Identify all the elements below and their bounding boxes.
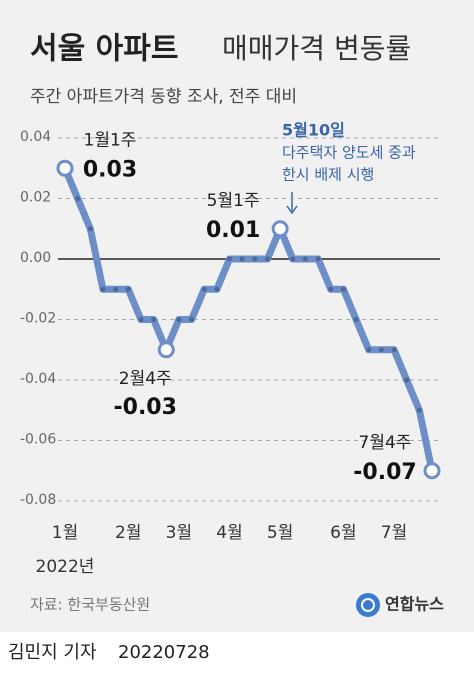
- x-axis-label: 2022년: [36, 557, 95, 577]
- value-label: -0.03: [114, 395, 177, 420]
- value-label: 0.03: [83, 157, 137, 182]
- point: [75, 196, 81, 201]
- y-tick-label: 0.02: [20, 190, 51, 206]
- point: [214, 286, 220, 292]
- point-marker: [157, 341, 175, 359]
- point: [87, 226, 93, 232]
- point: [366, 347, 372, 353]
- point-marker: [56, 159, 74, 177]
- point: [151, 317, 157, 322]
- point: [315, 256, 321, 262]
- point-label: 5월1주: [207, 191, 260, 211]
- y-tick-label: -0.04: [20, 371, 56, 387]
- chart-title: 서울 아파트: [30, 32, 178, 67]
- point: [353, 317, 359, 322]
- point-label: 2월4주: [119, 369, 172, 389]
- y-tick-label: -0.06: [20, 432, 56, 448]
- point: [416, 407, 422, 413]
- point: [264, 256, 270, 262]
- date: 20220728: [118, 642, 210, 663]
- value-label: 0.01: [206, 218, 260, 243]
- chart-title-light: 매매가격 변동률: [222, 32, 411, 65]
- chart-subtitle: 주간 아파트가격 동향 조사, 전주 대비: [30, 87, 297, 107]
- x-tick-label: 4월: [216, 523, 242, 543]
- point: [302, 256, 308, 262]
- logo-icon-ring: [361, 598, 375, 612]
- x-tick-label: 5월: [267, 523, 293, 543]
- point: [138, 317, 144, 322]
- footer-background: [0, 632, 474, 674]
- y-tick-label: -0.02: [20, 311, 56, 327]
- point: [227, 256, 233, 262]
- point-marker: [423, 462, 441, 480]
- point: [290, 256, 296, 262]
- point: [201, 286, 207, 292]
- annotation-title: 5월10일: [282, 121, 345, 140]
- source: 자료: 한국부동산원: [30, 596, 150, 614]
- x-tick-label: 7월: [381, 523, 407, 543]
- point-marker: [271, 220, 289, 238]
- point: [125, 286, 131, 292]
- y-tick-label: 0.04: [20, 129, 51, 145]
- point: [176, 317, 182, 322]
- point: [378, 347, 384, 353]
- annotation-text: 다주택자 양도세 중과: [282, 144, 416, 162]
- point: [100, 286, 106, 292]
- point: [340, 286, 346, 292]
- point: [113, 286, 119, 292]
- x-tick-label: 1월: [52, 523, 78, 543]
- y-tick-label: -0.08: [20, 492, 56, 508]
- point: [391, 347, 397, 353]
- point: [239, 256, 245, 262]
- y-tick-label: 0.00: [20, 250, 51, 266]
- x-tick-label: 3월: [166, 523, 192, 543]
- point-label: 7월4주: [359, 433, 412, 453]
- annotation-text: 한시 배제 시행: [282, 166, 374, 184]
- logo-icon: [356, 593, 380, 617]
- logo: 연합뉴스: [385, 595, 444, 614]
- point-label: 1월1주: [84, 130, 137, 150]
- annotation-arrowhead: [286, 205, 298, 215]
- x-tick-label: 2월: [115, 523, 141, 543]
- point: [328, 286, 334, 292]
- point: [189, 317, 195, 322]
- byline: 김민지 기자: [8, 642, 97, 663]
- x-tick-label: 6월: [330, 523, 356, 543]
- chart-background: [0, 0, 474, 632]
- value-label: -0.07: [353, 460, 416, 485]
- point: [404, 377, 410, 383]
- point: [252, 256, 258, 262]
